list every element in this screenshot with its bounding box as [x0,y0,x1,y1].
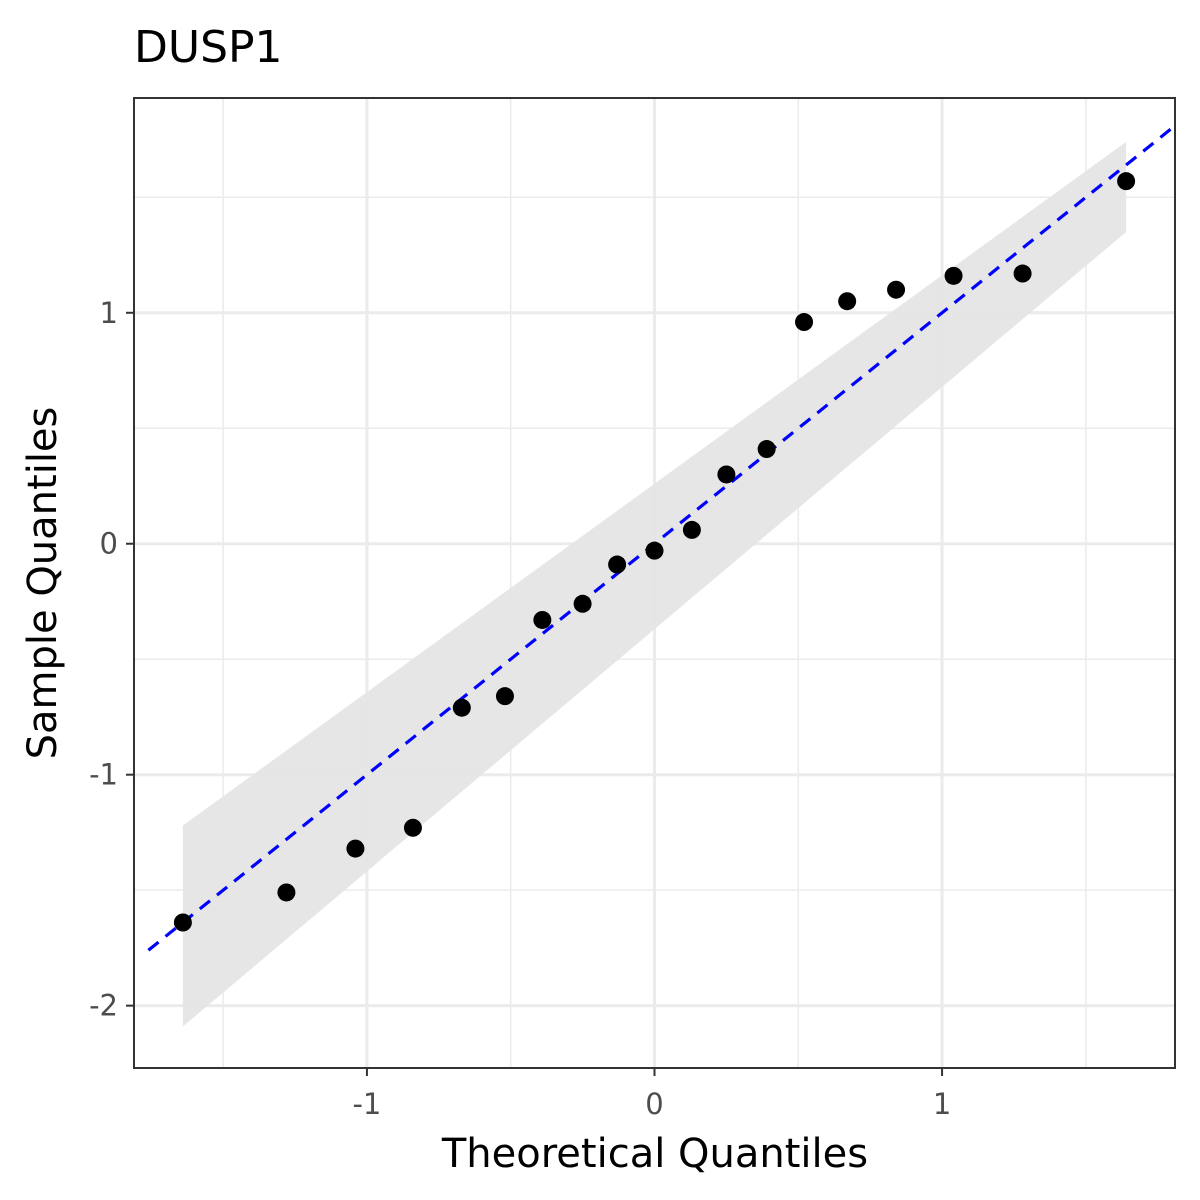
data-point [573,594,592,613]
y-tick-label: 1 [100,296,118,330]
x-axis: -1 0 1 [352,1068,951,1121]
y-tick-label: -2 [89,989,118,1023]
data-point [608,555,627,574]
chart-title: DUSP1 [134,22,283,73]
data-point [452,698,471,717]
data-point [717,465,736,484]
x-axis-label: Theoretical Quantiles [441,1131,868,1177]
data-point [1117,172,1136,191]
x-tick-label: 0 [645,1087,663,1121]
data-point [277,883,296,902]
data-point [944,266,963,285]
y-axis-label: Sample Quantiles [20,407,66,760]
data-point [1013,264,1032,283]
data-point [887,280,906,299]
data-point [682,520,701,539]
data-point [495,687,514,706]
data-point [838,292,857,311]
y-tick-label: -1 [89,758,118,792]
y-tick-label: 0 [100,527,118,561]
data-point [645,541,664,560]
data-point [757,440,776,459]
x-tick-label: -1 [352,1087,381,1121]
y-axis: -2 -1 0 1 [89,296,134,1023]
x-tick-label: 1 [933,1087,951,1121]
data-point [795,313,814,332]
data-point [173,913,192,932]
data-point [403,818,422,837]
data-point [346,839,365,858]
data-point [533,610,552,629]
data-points [173,172,1136,932]
confidence-band [182,141,1127,1027]
confidence-band-layer [182,141,1127,1027]
